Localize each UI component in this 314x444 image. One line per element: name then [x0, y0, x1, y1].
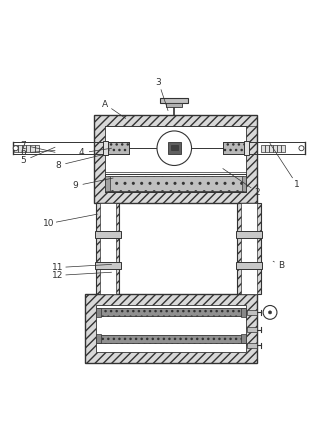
Bar — [103, 141, 108, 155]
Bar — [247, 310, 257, 315]
Bar — [236, 231, 262, 238]
Bar — [223, 142, 246, 154]
Bar — [105, 142, 129, 154]
Bar — [237, 203, 261, 294]
Bar — [261, 145, 265, 152]
Circle shape — [263, 305, 277, 319]
Bar — [105, 175, 110, 190]
Bar — [96, 305, 246, 352]
Text: 4: 4 — [79, 148, 84, 158]
Text: B: B — [278, 262, 284, 270]
Bar — [94, 115, 257, 203]
Bar — [96, 308, 101, 317]
Bar — [265, 145, 269, 152]
Text: 9: 9 — [73, 182, 78, 190]
Bar — [244, 141, 249, 155]
Circle shape — [299, 146, 304, 151]
Bar — [22, 145, 26, 152]
Bar — [241, 203, 257, 294]
Bar — [100, 203, 116, 294]
Bar — [105, 174, 246, 192]
Bar — [160, 98, 188, 103]
Bar — [108, 175, 243, 190]
Bar — [241, 308, 246, 317]
Bar — [96, 203, 119, 294]
Bar — [273, 145, 277, 152]
Bar — [168, 142, 181, 155]
Text: 7: 7 — [21, 141, 26, 150]
Text: 8: 8 — [55, 161, 61, 170]
Text: 1: 1 — [294, 180, 300, 189]
Bar — [35, 145, 39, 152]
Text: 3: 3 — [156, 78, 161, 87]
Bar — [269, 145, 273, 152]
Text: 11: 11 — [52, 263, 64, 272]
Text: 12: 12 — [52, 271, 64, 280]
Bar — [14, 145, 18, 152]
Bar — [241, 334, 246, 343]
Circle shape — [157, 131, 192, 166]
Text: 10: 10 — [43, 219, 54, 228]
Bar — [97, 335, 245, 343]
Bar — [95, 231, 121, 238]
Circle shape — [268, 311, 272, 314]
Bar — [85, 294, 257, 363]
Bar — [242, 175, 246, 190]
Bar — [18, 145, 22, 152]
Text: 2: 2 — [255, 188, 260, 197]
Bar — [97, 309, 245, 316]
Bar — [247, 328, 257, 332]
Bar — [236, 262, 262, 269]
Bar — [26, 145, 30, 152]
Bar — [105, 126, 246, 192]
Bar — [95, 262, 121, 269]
Text: 5: 5 — [21, 156, 26, 165]
Text: A: A — [102, 100, 108, 109]
Bar — [281, 145, 285, 152]
Circle shape — [13, 146, 18, 151]
Bar — [171, 145, 178, 150]
Bar — [277, 145, 281, 152]
Bar — [30, 145, 35, 152]
Bar — [247, 343, 257, 348]
Text: 6: 6 — [21, 148, 26, 158]
Bar — [96, 334, 101, 343]
Bar — [166, 103, 182, 107]
